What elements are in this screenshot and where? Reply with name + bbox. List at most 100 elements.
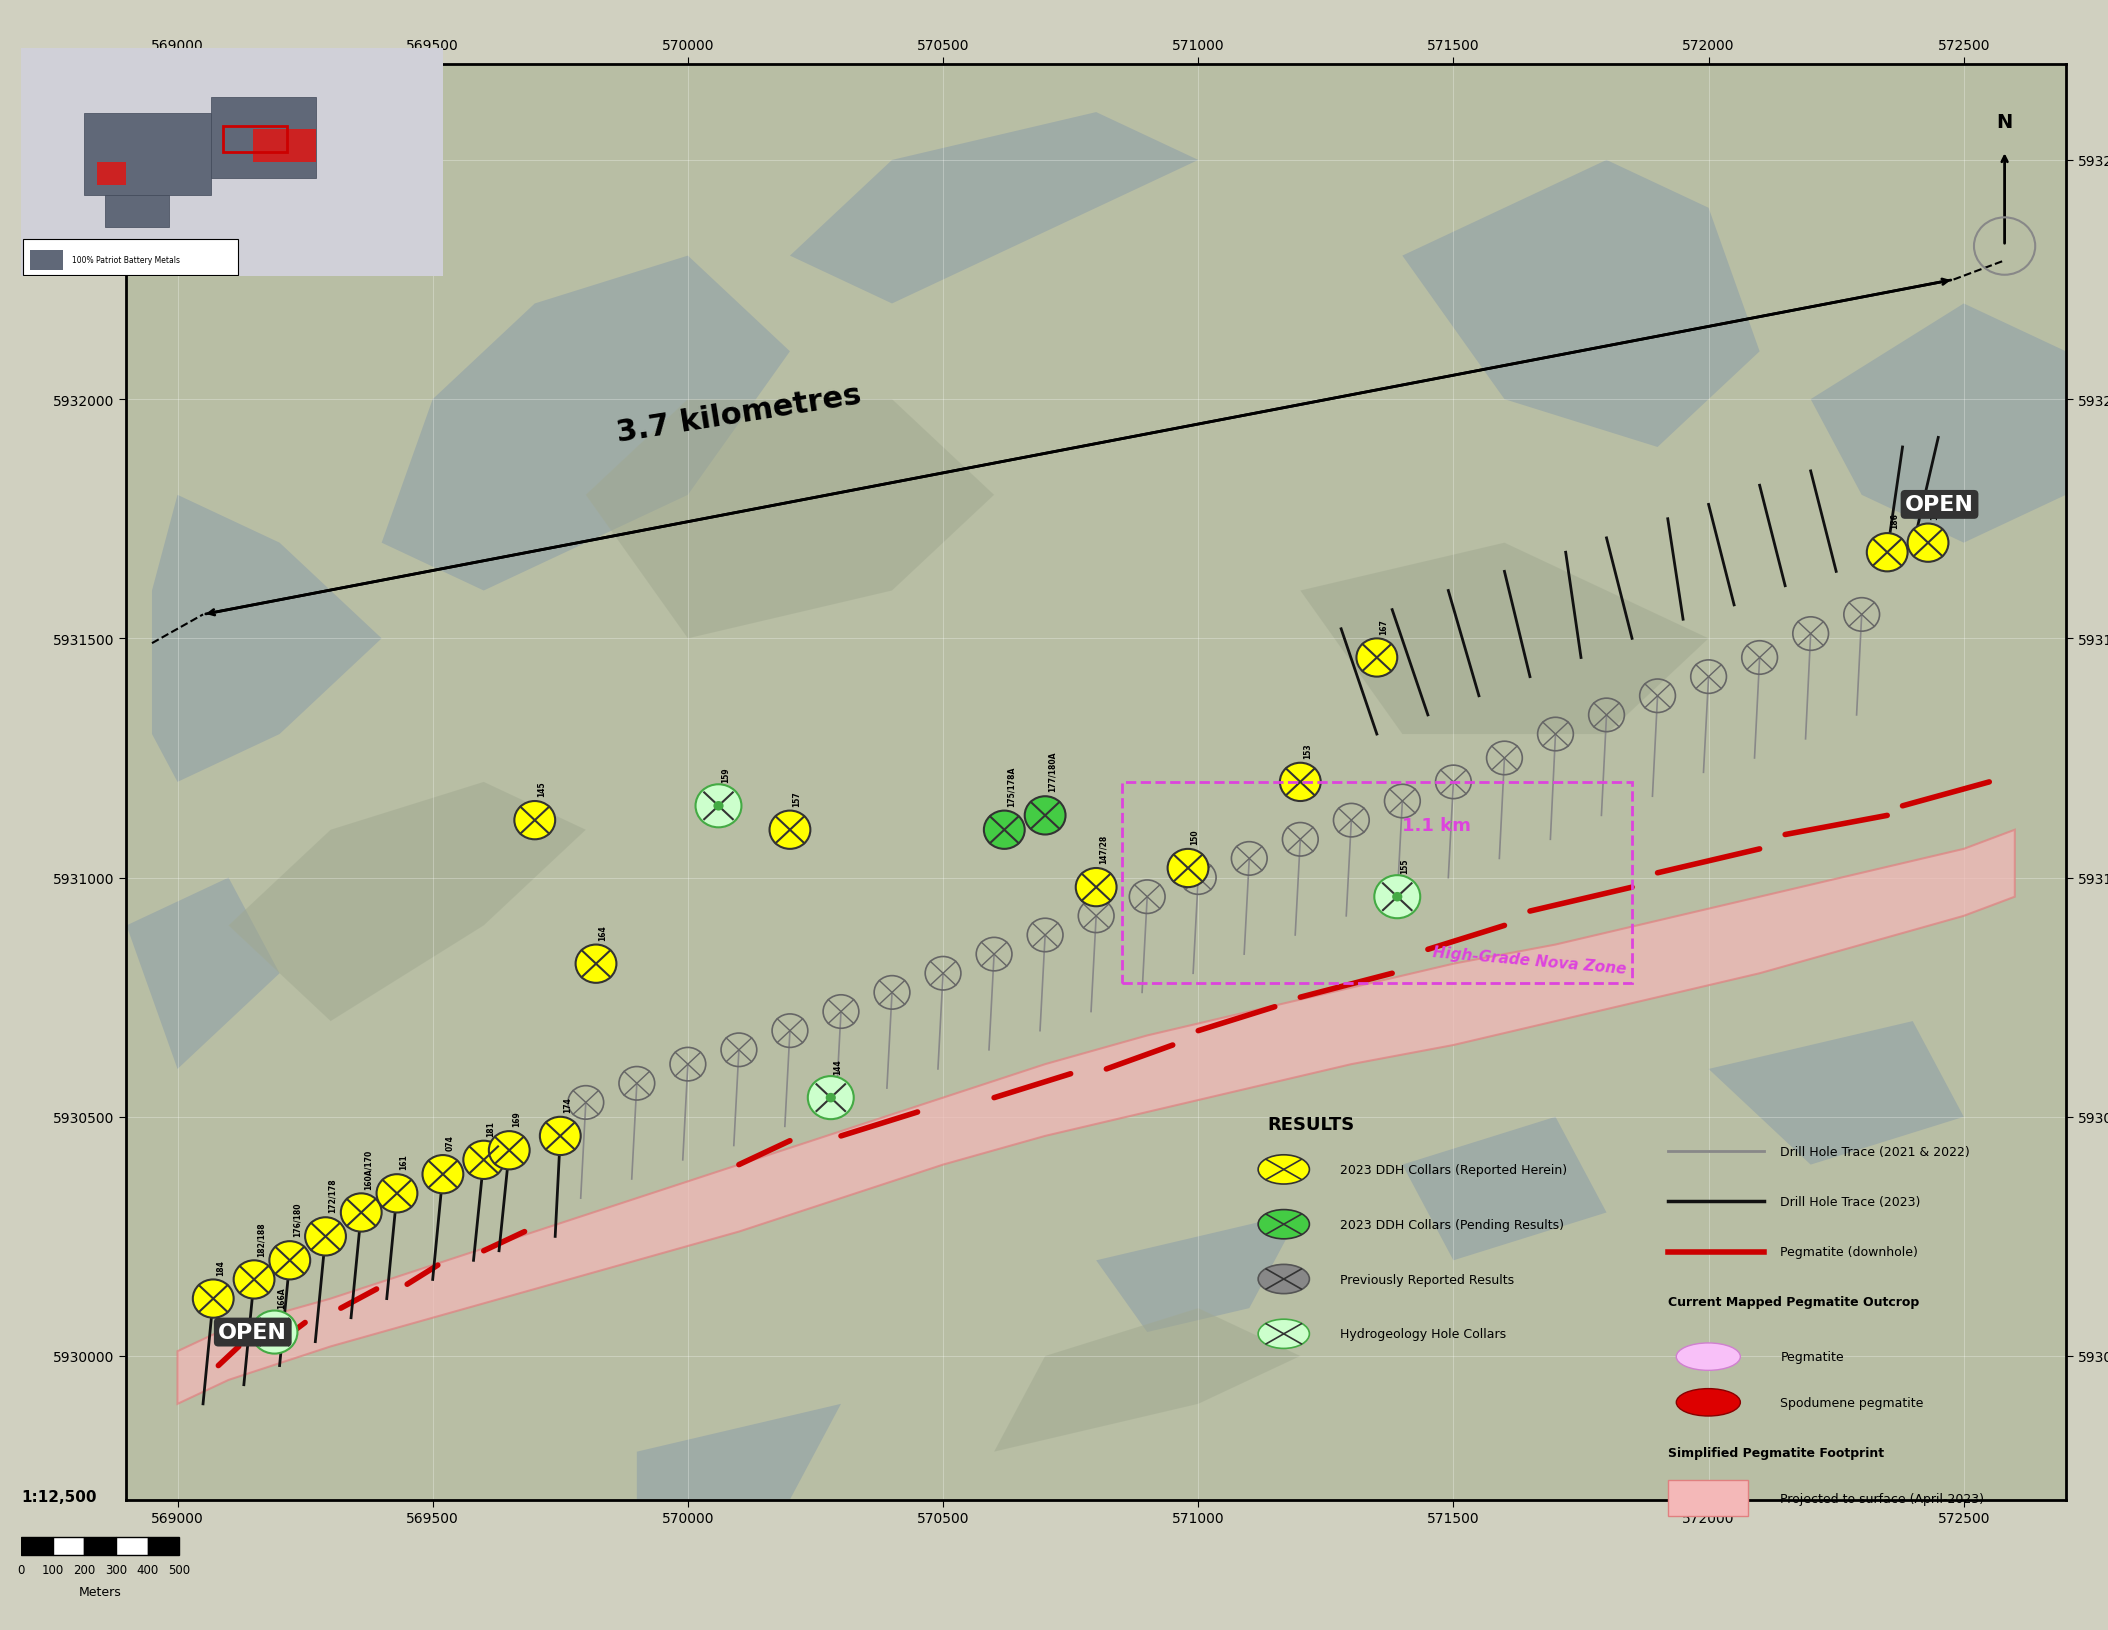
Polygon shape bbox=[152, 496, 382, 782]
Circle shape bbox=[1355, 639, 1398, 676]
Text: 174: 174 bbox=[563, 1097, 571, 1112]
Circle shape bbox=[984, 812, 1024, 849]
Text: 157: 157 bbox=[793, 791, 801, 807]
Circle shape bbox=[1075, 869, 1117, 906]
Polygon shape bbox=[637, 1403, 841, 1500]
Text: 161: 161 bbox=[401, 1154, 409, 1170]
FancyBboxPatch shape bbox=[53, 1537, 84, 1555]
Polygon shape bbox=[1811, 305, 2066, 543]
Circle shape bbox=[464, 1141, 504, 1178]
Circle shape bbox=[422, 1156, 464, 1193]
Circle shape bbox=[270, 1242, 310, 1280]
Text: 172/178: 172/178 bbox=[329, 1178, 337, 1213]
Circle shape bbox=[514, 802, 554, 839]
Text: 400: 400 bbox=[137, 1563, 158, 1576]
Circle shape bbox=[1168, 849, 1208, 888]
Circle shape bbox=[826, 1094, 837, 1104]
Text: 100% Patriot Battery Metals: 100% Patriot Battery Metals bbox=[72, 256, 179, 266]
Text: Simplified Pegmatite Footprint: Simplified Pegmatite Footprint bbox=[1667, 1446, 1885, 1459]
Circle shape bbox=[1258, 1209, 1309, 1239]
Text: 176/180: 176/180 bbox=[293, 1203, 301, 1237]
Polygon shape bbox=[1402, 1117, 1606, 1260]
FancyBboxPatch shape bbox=[21, 49, 443, 277]
Text: 0: 0 bbox=[17, 1563, 25, 1576]
Ellipse shape bbox=[1676, 1343, 1741, 1371]
Circle shape bbox=[1374, 875, 1421, 919]
Text: OPEN: OPEN bbox=[219, 1322, 287, 1341]
Circle shape bbox=[769, 812, 809, 849]
Text: 200: 200 bbox=[74, 1563, 95, 1576]
Text: 500: 500 bbox=[169, 1563, 190, 1576]
FancyBboxPatch shape bbox=[23, 240, 238, 275]
Text: Hydrogeology Hole Collars: Hydrogeology Hole Collars bbox=[1341, 1327, 1505, 1340]
Text: 1:12,500: 1:12,500 bbox=[21, 1490, 97, 1504]
Polygon shape bbox=[97, 163, 126, 186]
Circle shape bbox=[251, 1311, 297, 1355]
Text: High-Grade Nova Zone: High-Grade Nova Zone bbox=[1433, 945, 1627, 976]
Text: 300: 300 bbox=[105, 1563, 126, 1576]
Text: 167: 167 bbox=[1379, 618, 1389, 634]
Text: 186: 186 bbox=[1889, 513, 1899, 530]
Text: 074: 074 bbox=[445, 1134, 455, 1151]
Text: 169: 169 bbox=[512, 1112, 521, 1126]
FancyBboxPatch shape bbox=[21, 1537, 53, 1555]
FancyBboxPatch shape bbox=[148, 1537, 179, 1555]
Text: 181: 181 bbox=[487, 1120, 495, 1136]
Circle shape bbox=[1280, 763, 1322, 802]
Circle shape bbox=[1908, 525, 1948, 562]
Polygon shape bbox=[228, 782, 586, 1022]
Polygon shape bbox=[382, 256, 790, 592]
Circle shape bbox=[1258, 1319, 1309, 1348]
Text: 177/180A: 177/180A bbox=[1048, 751, 1056, 792]
Circle shape bbox=[489, 1131, 529, 1170]
Polygon shape bbox=[126, 65, 2066, 1500]
Circle shape bbox=[1258, 1265, 1309, 1294]
Circle shape bbox=[713, 802, 723, 812]
FancyBboxPatch shape bbox=[30, 251, 63, 271]
FancyBboxPatch shape bbox=[84, 1537, 116, 1555]
Text: 2023 DDH Collars (Reported Herein): 2023 DDH Collars (Reported Herein) bbox=[1341, 1164, 1566, 1177]
Text: Drill Hole Trace (2023): Drill Hole Trace (2023) bbox=[1781, 1195, 1920, 1208]
Circle shape bbox=[698, 787, 740, 825]
Text: 182/188: 182/188 bbox=[257, 1221, 266, 1255]
Text: Previously Reported Results: Previously Reported Results bbox=[1341, 1273, 1514, 1286]
Polygon shape bbox=[253, 130, 316, 163]
Polygon shape bbox=[126, 879, 280, 1069]
Circle shape bbox=[809, 1079, 852, 1117]
Polygon shape bbox=[586, 399, 995, 639]
Text: 184: 184 bbox=[215, 1258, 226, 1275]
Circle shape bbox=[696, 784, 742, 828]
Polygon shape bbox=[1710, 1022, 1965, 1165]
Circle shape bbox=[270, 1327, 280, 1337]
Text: Spodumene pegmatite: Spodumene pegmatite bbox=[1781, 1395, 1925, 1408]
Circle shape bbox=[234, 1260, 274, 1299]
Polygon shape bbox=[1402, 161, 1760, 448]
Text: 164: 164 bbox=[599, 924, 607, 941]
Text: 2023 DDH Collars (Pending Results): 2023 DDH Collars (Pending Results) bbox=[1341, 1218, 1564, 1231]
Text: 150: 150 bbox=[1191, 830, 1199, 844]
Text: 160A/170: 160A/170 bbox=[365, 1149, 373, 1188]
Polygon shape bbox=[105, 196, 169, 228]
Circle shape bbox=[1258, 1156, 1309, 1185]
Circle shape bbox=[1377, 879, 1419, 916]
Text: Drill Hole Trace (2021 & 2022): Drill Hole Trace (2021 & 2022) bbox=[1781, 1144, 1971, 1157]
Text: RESULTS: RESULTS bbox=[1267, 1115, 1355, 1133]
Circle shape bbox=[192, 1280, 234, 1319]
Text: 153: 153 bbox=[1303, 743, 1311, 758]
Text: 100: 100 bbox=[42, 1563, 63, 1576]
Circle shape bbox=[1391, 892, 1402, 901]
Text: 144: 144 bbox=[833, 1058, 843, 1074]
Text: Pegmatite: Pegmatite bbox=[1781, 1350, 1844, 1363]
Text: 145: 145 bbox=[538, 781, 546, 797]
Circle shape bbox=[306, 1218, 346, 1255]
Polygon shape bbox=[211, 98, 316, 179]
Polygon shape bbox=[790, 112, 1197, 305]
Circle shape bbox=[1024, 797, 1065, 835]
Circle shape bbox=[341, 1193, 382, 1232]
Polygon shape bbox=[1096, 1213, 1301, 1332]
Polygon shape bbox=[21, 49, 443, 277]
Text: Current Mapped Pegmatite Outcrop: Current Mapped Pegmatite Outcrop bbox=[1667, 1296, 1920, 1309]
Polygon shape bbox=[1301, 543, 1710, 735]
Text: Meters: Meters bbox=[78, 1584, 122, 1597]
Ellipse shape bbox=[1676, 1389, 1741, 1416]
